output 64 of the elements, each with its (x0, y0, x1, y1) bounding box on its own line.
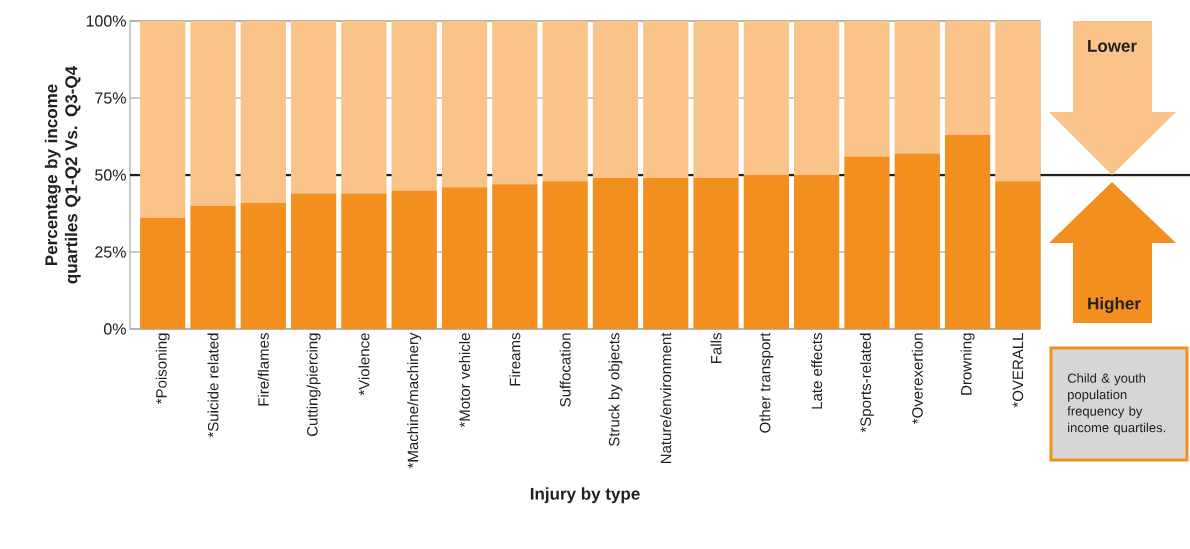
x-tick-label: Nature/environment (660, 332, 672, 464)
bar (592, 21, 639, 179)
bar (995, 181, 1041, 330)
bar (643, 21, 689, 179)
bar (190, 21, 236, 206)
bar (844, 156, 890, 330)
bar (391, 190, 437, 330)
bar (944, 134, 991, 330)
bar (290, 193, 337, 330)
y-tick-label: 50% (95, 169, 126, 181)
bar (441, 21, 488, 188)
x-tick-label: Falls (710, 333, 722, 363)
bar (894, 21, 940, 154)
x-tick-label: Fireams (509, 333, 521, 386)
bar (240, 202, 286, 330)
y-tick-label: 25% (95, 246, 126, 258)
bar (341, 193, 387, 330)
x-tick-label: *OVERALL (1012, 333, 1024, 408)
y-axis-title: Percentage by income quartiles Q1-Q2 Vs. Q3-Q4 (44, 65, 81, 284)
x-tick-label: *Overexertion (911, 333, 923, 425)
y-tick-label: 0% (103, 323, 126, 335)
x-tick-label: Struck by objects (608, 333, 623, 447)
x-axis-title: Injury by type (530, 487, 640, 504)
y-tick-label: 100% (86, 15, 126, 27)
x-tick-label: *Violence (358, 333, 370, 396)
bar (944, 21, 991, 135)
x-tick-label: Suffocation (559, 333, 571, 407)
x-tick-label: *Machine/machinery (407, 332, 422, 469)
bar (492, 21, 538, 185)
bar (894, 153, 940, 330)
bar (492, 184, 538, 330)
bar (190, 205, 236, 330)
x-tick-label: Cutting/piercing (306, 333, 321, 436)
bar (844, 21, 890, 157)
bar (441, 187, 488, 330)
bar (140, 218, 186, 330)
bar (592, 178, 639, 330)
x-tick-label: *Sports-related (859, 333, 874, 433)
y-tick-label: 75% (95, 92, 126, 104)
x-tick-label: Other transport (759, 332, 774, 433)
bar (794, 21, 840, 176)
x-tick-label: *Poisoning (155, 333, 170, 405)
x-tick-label: *Suicide related (207, 333, 219, 438)
x-tick-label: Fire/flames (257, 333, 269, 406)
bar (693, 178, 739, 330)
text: Lower (1088, 40, 1137, 52)
bar (693, 21, 739, 179)
text: Higher (1088, 297, 1141, 313)
bar (743, 21, 789, 176)
bar (290, 21, 337, 194)
bar (995, 21, 1041, 182)
bar (341, 21, 387, 194)
bar (240, 21, 286, 203)
bar (794, 175, 840, 330)
bar (542, 21, 588, 182)
bar (140, 21, 186, 219)
bar (391, 21, 437, 191)
bar (542, 181, 588, 330)
bar (743, 175, 789, 330)
text: Child & youth population frequency by income quartiles. (1067, 373, 1165, 435)
x-tick-label: *Motor vehicle (459, 333, 471, 428)
x-tick-label: Late effects (811, 333, 823, 409)
x-tick-label: Drowning (960, 333, 975, 395)
bar (643, 178, 689, 330)
